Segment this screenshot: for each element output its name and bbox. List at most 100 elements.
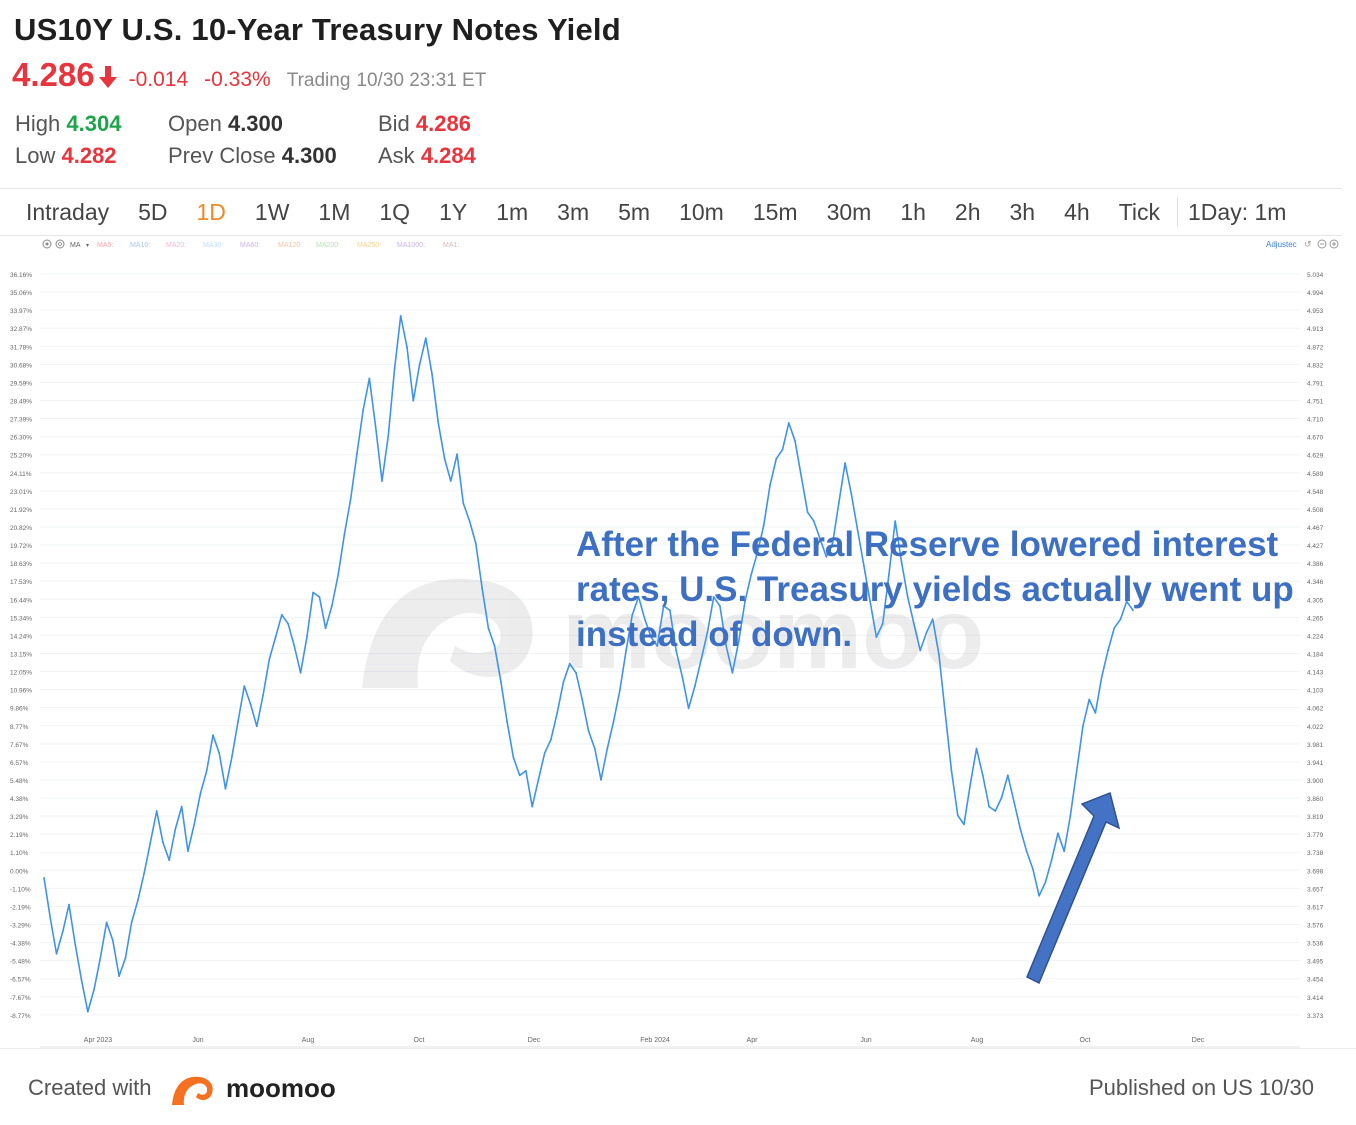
settings-icon[interactable] bbox=[55, 239, 65, 249]
data-point bbox=[1057, 832, 1059, 835]
data-point bbox=[61, 930, 64, 933]
data-point bbox=[725, 645, 728, 647]
tab-3h[interactable]: 3h bbox=[1009, 198, 1036, 225]
price-row: 4.286 -0.014 -0.33% Trading 10/30 23:31 … bbox=[12, 56, 492, 94]
data-point bbox=[787, 422, 790, 424]
data-point bbox=[449, 480, 452, 482]
data-point bbox=[888, 573, 890, 576]
data-point bbox=[794, 439, 796, 442]
tab-tick[interactable]: Tick bbox=[1118, 198, 1160, 225]
ma-indicator-label[interactable]: MA5: bbox=[97, 242, 113, 249]
data-point bbox=[806, 511, 809, 514]
data-point bbox=[869, 600, 871, 603]
y-right-tick-label: 3.454 bbox=[1307, 977, 1324, 984]
data-point bbox=[137, 899, 139, 902]
tab-1y[interactable]: 1Y bbox=[439, 198, 468, 225]
stat-value: 4.300 bbox=[281, 143, 337, 168]
ma-indicator-label[interactable]: MA1000: bbox=[397, 242, 425, 249]
data-point bbox=[762, 524, 765, 527]
tab-1q[interactable]: 1Q bbox=[379, 198, 411, 225]
data-point bbox=[568, 662, 571, 665]
tab-1d[interactable]: 1D bbox=[196, 198, 226, 225]
data-point bbox=[1113, 627, 1116, 630]
eye-icon[interactable] bbox=[42, 239, 52, 249]
data-point bbox=[969, 783, 972, 786]
ma-indicator-label[interactable]: MA120: bbox=[278, 242, 302, 249]
ma-dropdown-icon[interactable]: ▾ bbox=[86, 242, 89, 249]
yield-chart[interactable]: MA ▾ MA5: MA10: MA20: MA30: MA60: MA120: MA200… bbox=[0, 236, 1342, 1048]
y-left-tick-label: -3.29% bbox=[10, 923, 31, 930]
data-point bbox=[618, 689, 621, 692]
tab-10min[interactable]: 10m bbox=[679, 198, 724, 225]
ma-indicator-label[interactable]: MA60: bbox=[240, 242, 260, 249]
tab-1w[interactable]: 1W bbox=[254, 198, 290, 225]
y-left-tick-label: 25.20% bbox=[10, 453, 32, 460]
ma-indicator-label[interactable]: MA200: bbox=[316, 242, 340, 249]
ma-indicator-label[interactable]: MA30: bbox=[203, 242, 223, 249]
data-point bbox=[318, 596, 321, 598]
data-point bbox=[218, 752, 221, 754]
y-right-tick-label: 3.941 bbox=[1307, 760, 1324, 767]
zoom-out-icon[interactable] bbox=[1317, 239, 1327, 249]
data-point bbox=[606, 747, 609, 750]
data-point bbox=[1063, 850, 1066, 853]
tab-1mo[interactable]: 1M bbox=[318, 198, 351, 225]
data-point bbox=[105, 921, 108, 924]
tab-intraday[interactable]: Intraday bbox=[26, 198, 110, 225]
y-right-tick-label: 4.832 bbox=[1307, 362, 1324, 369]
adjusted-toggle[interactable]: Adjustec bbox=[1266, 240, 1297, 249]
data-point bbox=[255, 725, 258, 728]
ma-indicator-label[interactable]: MA1: bbox=[443, 242, 459, 249]
data-point bbox=[124, 957, 127, 960]
y-left-tick-label: 1.10% bbox=[10, 850, 29, 857]
undo-icon[interactable]: ↺ bbox=[1304, 240, 1312, 250]
brand-name[interactable]: moomoo bbox=[226, 1073, 336, 1103]
data-point bbox=[975, 747, 978, 750]
y-left-tick-label: -1.10% bbox=[10, 886, 31, 893]
stat-label: High bbox=[15, 111, 61, 136]
y-left-tick-label: 6.57% bbox=[10, 760, 29, 767]
published-date: Published on US 10/30 bbox=[1088, 1075, 1314, 1100]
data-point bbox=[612, 720, 615, 723]
tab-15min[interactable]: 15m bbox=[752, 198, 798, 225]
tab-5min[interactable]: 5m bbox=[618, 198, 651, 225]
chart-area[interactable]: MA ▾ MA5: MA10: MA20: MA30: MA60: MA120: MA200… bbox=[0, 236, 1342, 1048]
tab-2h[interactable]: 2h bbox=[954, 198, 981, 225]
data-point bbox=[950, 770, 953, 772]
ma-label[interactable]: MA bbox=[70, 242, 81, 249]
bottom-axis: Apr 2023 Jun Aug Oct Dec Feb 2024 Apr Jun Aug Oct… bbox=[84, 1037, 1205, 1044]
tab-30min[interactable]: 30m bbox=[826, 198, 872, 225]
moomoo-logo-icon[interactable] bbox=[170, 1069, 222, 1109]
stat-open: Open 4.300 bbox=[168, 108, 337, 140]
period-selector[interactable]: 1Day: 1m bbox=[1188, 198, 1287, 225]
data-point bbox=[1050, 859, 1053, 861]
ma-indicator-label[interactable]: MA250: bbox=[357, 242, 381, 249]
data-point bbox=[856, 529, 859, 531]
y-right-tick-label: 3.414 bbox=[1307, 995, 1324, 1002]
price-change-percent: -0.33% bbox=[204, 68, 271, 91]
tab-1h[interactable]: 1h bbox=[900, 198, 926, 225]
y-right-tick-label: 4.872 bbox=[1307, 344, 1324, 351]
tab-3min[interactable]: 3m bbox=[557, 198, 590, 225]
data-point bbox=[587, 729, 590, 732]
y-left-tick-label: 3.29% bbox=[10, 814, 29, 821]
tab-5d[interactable]: 5D bbox=[138, 198, 168, 225]
y-right-tick-label: 4.508 bbox=[1307, 507, 1324, 514]
data-point bbox=[1119, 618, 1122, 621]
ma-indicator-label[interactable]: MA20: bbox=[166, 242, 186, 249]
ma-indicator-label[interactable]: MA10: bbox=[130, 242, 150, 249]
y-right-tick-label: 4.994 bbox=[1307, 290, 1324, 297]
period-tabs: Intraday 5D 1D 1W 1M 1Q 1Y 1m 3m 5m 10m … bbox=[0, 188, 1342, 236]
data-point bbox=[331, 605, 333, 607]
stat-ask: Ask 4.284 bbox=[378, 140, 476, 172]
y-left-tick-label: 13.15% bbox=[10, 651, 32, 658]
data-point bbox=[593, 747, 596, 750]
data-point bbox=[343, 533, 346, 536]
zoom-in-icon[interactable] bbox=[1329, 239, 1339, 249]
tab-4h[interactable]: 4h bbox=[1064, 198, 1090, 225]
data-point bbox=[631, 613, 634, 616]
y-right-tick-label: 4.670 bbox=[1307, 435, 1324, 442]
stats-column-bid-ask: Bid 4.286 Ask 4.284 bbox=[378, 108, 476, 172]
tab-1min[interactable]: 1m bbox=[496, 198, 529, 225]
data-point bbox=[706, 631, 709, 634]
